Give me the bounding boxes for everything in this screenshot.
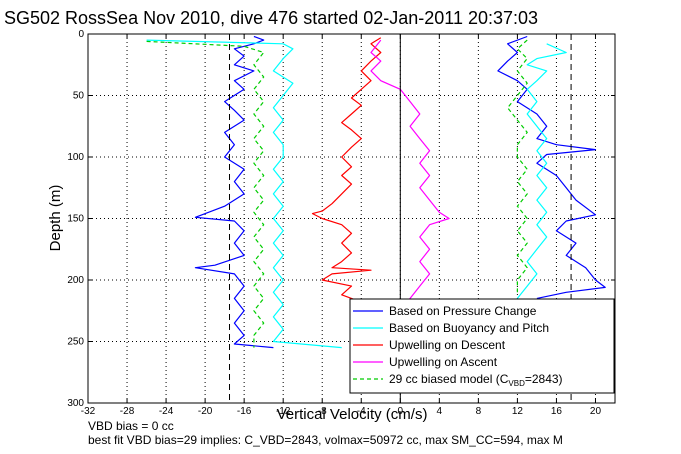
note-best-fit: best fit VBD bias=29 implies: C_VBD=2843… [88, 433, 563, 447]
x-tick-label: -8 [318, 406, 327, 417]
x-tick-label: -20 [198, 406, 213, 417]
x-tick-label: -4 [357, 406, 366, 417]
x-axis-label: Vertical Velocity (cm/s) [277, 406, 428, 423]
series-line-upwelling_descent [311, 37, 382, 312]
x-tick-label: 0 [398, 406, 404, 417]
y-tick-label: 200 [67, 275, 84, 286]
legend-label-sub: VBD [508, 379, 525, 388]
legend-box [349, 298, 615, 394]
y-tick-labels: 0 50 100 150 200 250 300 [67, 29, 84, 409]
x-tick-label: -32 [81, 406, 96, 417]
y-axis-label: Depth (m) [47, 185, 64, 252]
x-tick-label: 4 [437, 406, 443, 417]
legend: Based on Pressure Change Based on Buoyanc… [349, 298, 615, 394]
y-tick-label: 100 [67, 152, 84, 163]
y-tick-label: 50 [73, 91, 85, 102]
x-tick-label: -28 [120, 406, 135, 417]
legend-entry-3: Upwelling on Ascent [389, 355, 498, 369]
legend-label: Based on Pressure Change [389, 304, 537, 318]
x-tick-label: -24 [159, 406, 174, 417]
series-line-pressure_descent [194, 35, 274, 349]
x-tick-label: 20 [590, 406, 602, 417]
series-layer [146, 35, 606, 349]
x-tick-labels: -32 -28 -24 -20 -16 -12 -8 -4 0 4 8 12 16 20 [81, 406, 602, 417]
legend-entry-0: Based on Pressure Change [389, 304, 537, 318]
x-tick-label: 8 [476, 406, 482, 417]
series-line-model_ascent [507, 39, 528, 293]
chart-title: SG502 RossSea Nov 2010, dive 476 started… [4, 8, 538, 28]
x-tick-label: 16 [551, 406, 563, 417]
series-line-buoyancy_ascent [516, 43, 567, 299]
legend-label: Based on Buoyancy and Pitch [389, 321, 549, 335]
legend-entry-1: Based on Buoyancy and Pitch [389, 321, 549, 335]
x-tick-label: -16 [237, 406, 252, 417]
series-line-buoyancy_descent [146, 39, 342, 349]
y-tick-label: 150 [67, 214, 84, 225]
y-tick-label: 0 [78, 29, 84, 40]
y-tick-label: 250 [67, 337, 84, 348]
note-vbd-bias: VBD bias = 0 cc [88, 419, 174, 433]
y-tick-label: 300 [67, 398, 84, 409]
plot-frame [87, 33, 616, 404]
legend-entry-2: Upwelling on Descent [389, 338, 506, 352]
series-line-pressure_ascent [497, 35, 606, 299]
legend-entry-4: 29 cc biased model (CVBD=2843) [389, 372, 563, 388]
legend-label: Upwelling on Ascent [389, 355, 498, 369]
legend-label-tail: =2843) [525, 372, 563, 386]
legend-label: 29 cc biased model (C [389, 372, 509, 386]
series-line-model_descent [146, 40, 265, 348]
legend-label: Upwelling on Descent [389, 338, 506, 352]
x-tick-label: 12 [512, 406, 524, 417]
series-line-upwelling_ascent [370, 39, 450, 312]
x-tick-label: -12 [276, 406, 291, 417]
